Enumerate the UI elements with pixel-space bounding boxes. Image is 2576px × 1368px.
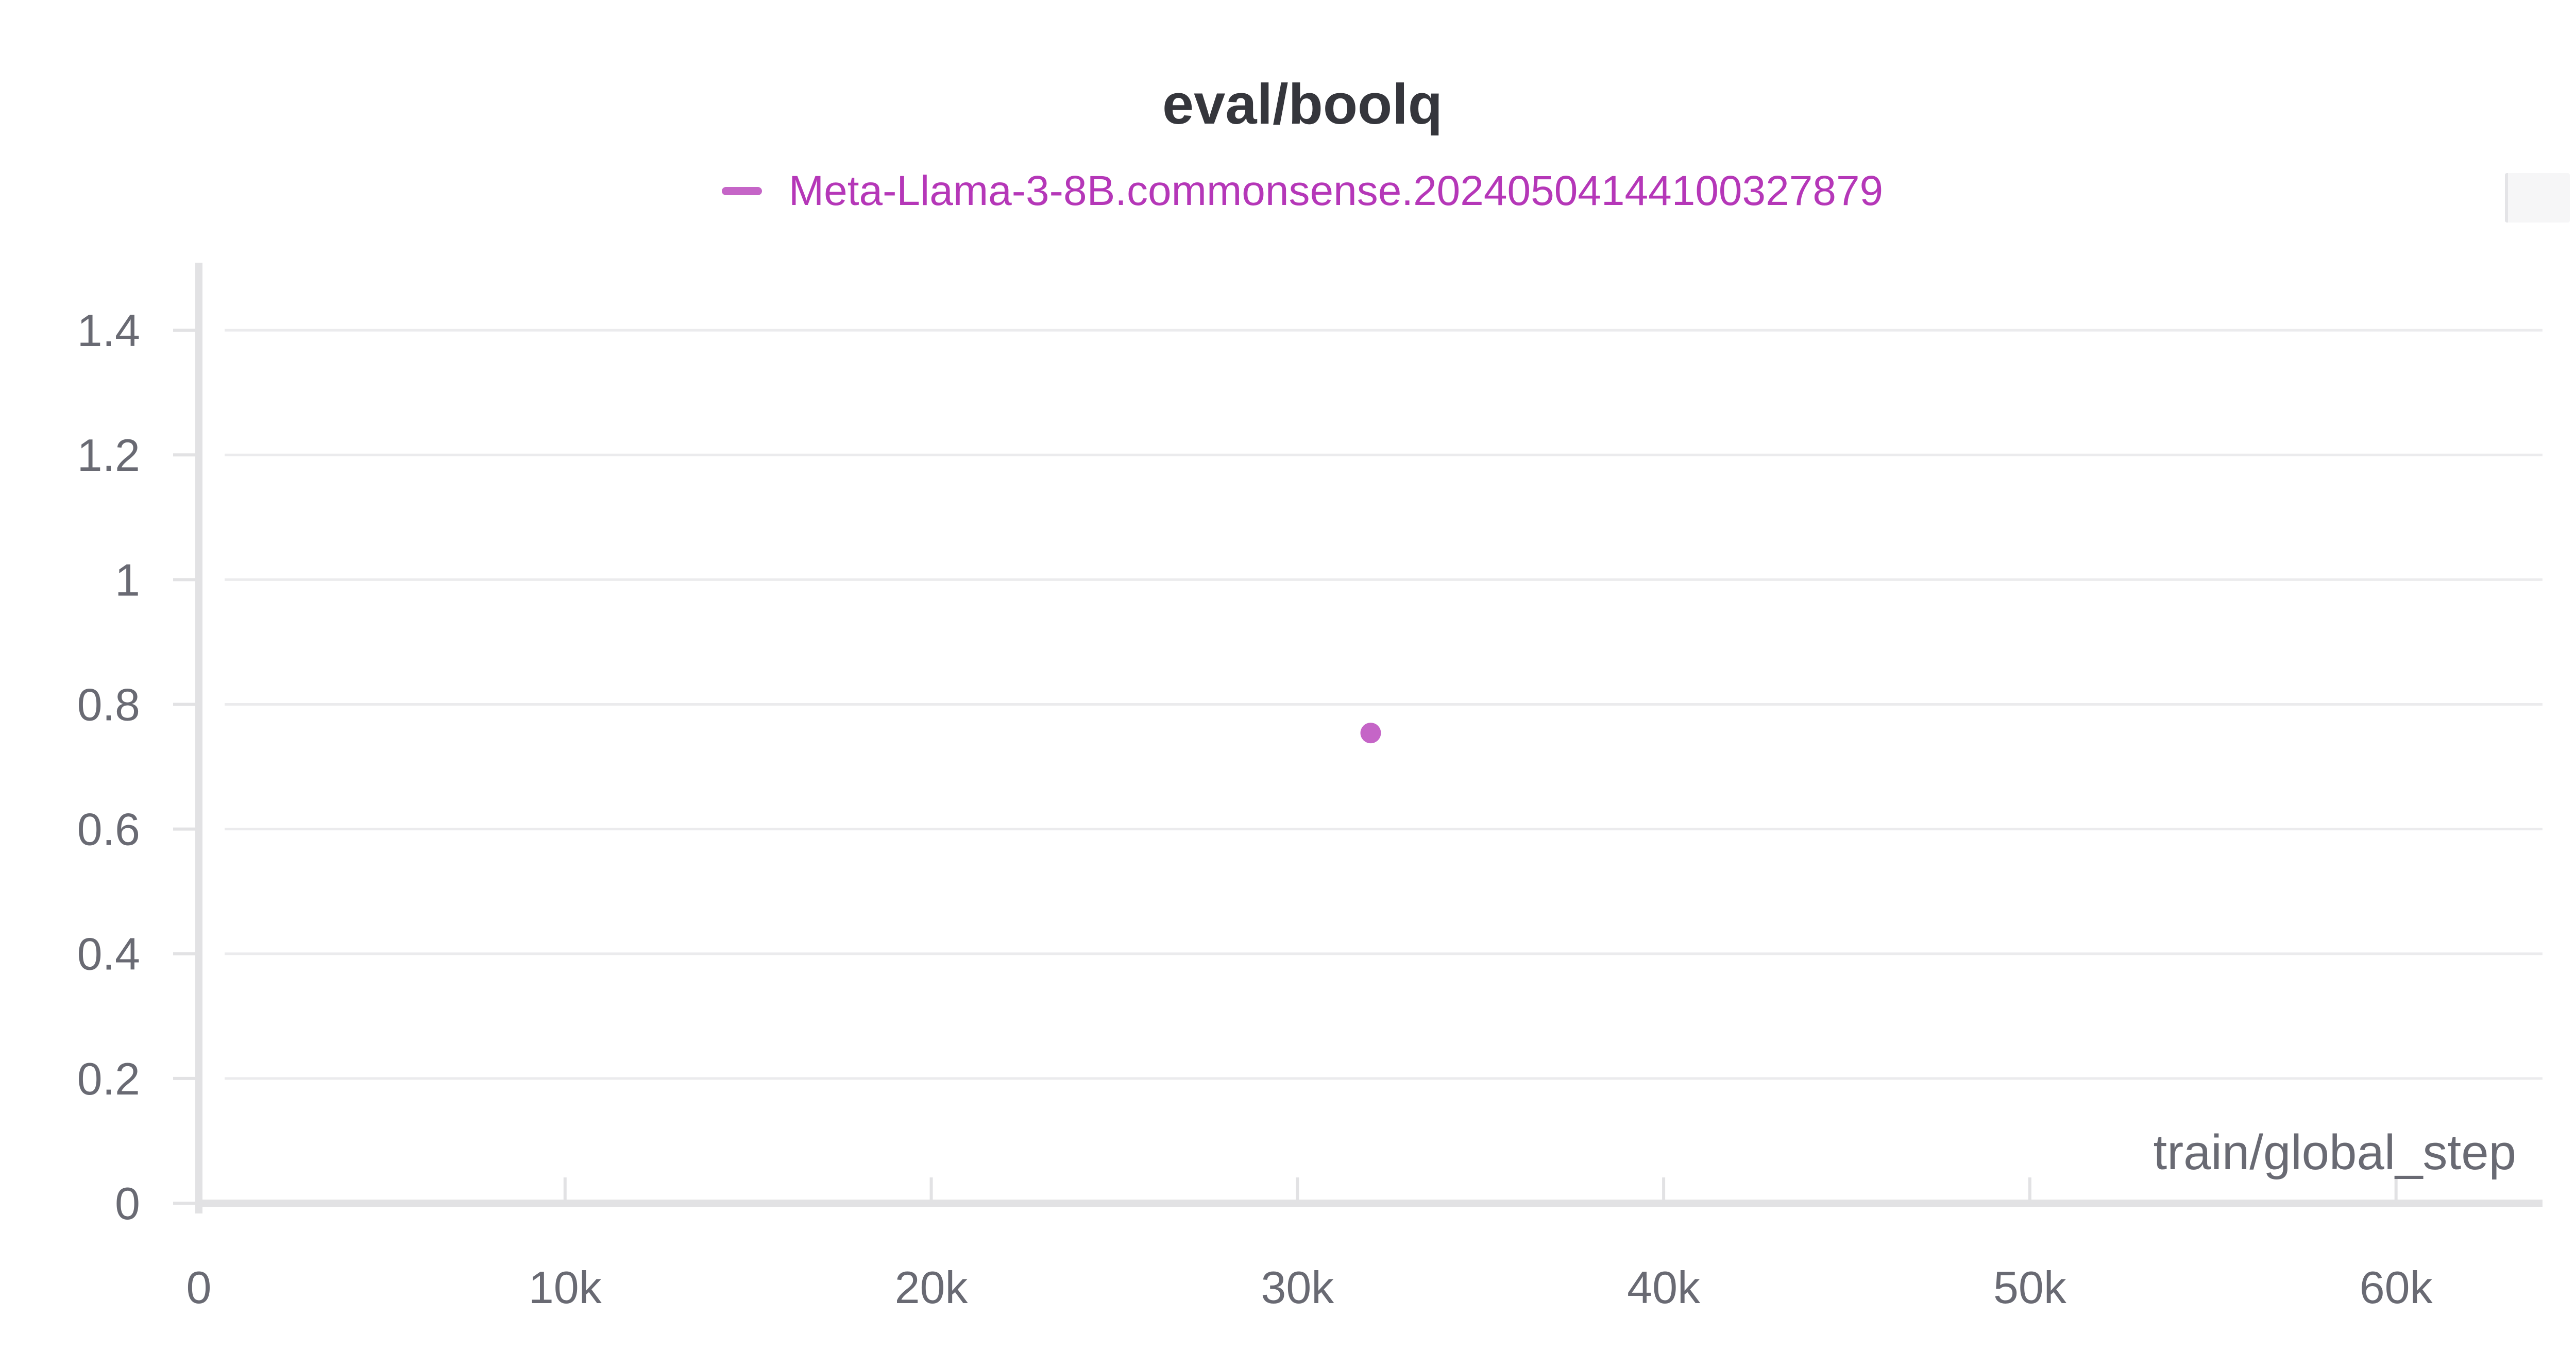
x-tick-label: 10k <box>529 1262 602 1313</box>
gridlines <box>225 329 2543 1080</box>
x-tick-label: 0 <box>187 1262 212 1313</box>
x-tick-label: 50k <box>1993 1262 2067 1313</box>
data-point[interactable] <box>1360 723 1381 744</box>
chart-title: eval/boolq <box>1162 73 1443 136</box>
y-tick-label: 0.6 <box>77 804 140 855</box>
x-tick-label: 30k <box>1261 1262 1334 1313</box>
legend: Meta-Llama-3-8B.commonsense.202405041441… <box>0 170 2576 212</box>
x-tick-label: 60k <box>2360 1262 2433 1313</box>
x-tick-label: 40k <box>1627 1262 1701 1313</box>
data-points <box>1360 723 1381 744</box>
x-axis-label: train/global_step <box>2154 1125 2516 1180</box>
x-axis-ticks: 0 10k 20k 30k 40k 50k 60k <box>187 1177 2433 1313</box>
legend-series-label[interactable]: Meta-Llama-3-8B.commonsense.202405041441… <box>788 167 1884 214</box>
legend-series-swatch <box>721 187 762 195</box>
legend-toggle-button[interactable] <box>2505 173 2570 223</box>
y-tick-label: 0.2 <box>77 1053 140 1104</box>
y-axis-ticks: 0 0.2 0.4 0.6 0.8 1 1.2 1.4 <box>77 305 199 1229</box>
axes <box>195 263 2543 1213</box>
y-tick-label: 1.4 <box>77 305 140 356</box>
y-tick-label: 0.4 <box>77 929 140 980</box>
y-tick-label: 0.8 <box>77 679 140 730</box>
x-tick-label: 20k <box>895 1262 969 1313</box>
y-tick-label: 1.2 <box>77 430 140 481</box>
y-tick-label: 0 <box>115 1178 140 1229</box>
y-tick-label: 1 <box>115 554 140 605</box>
